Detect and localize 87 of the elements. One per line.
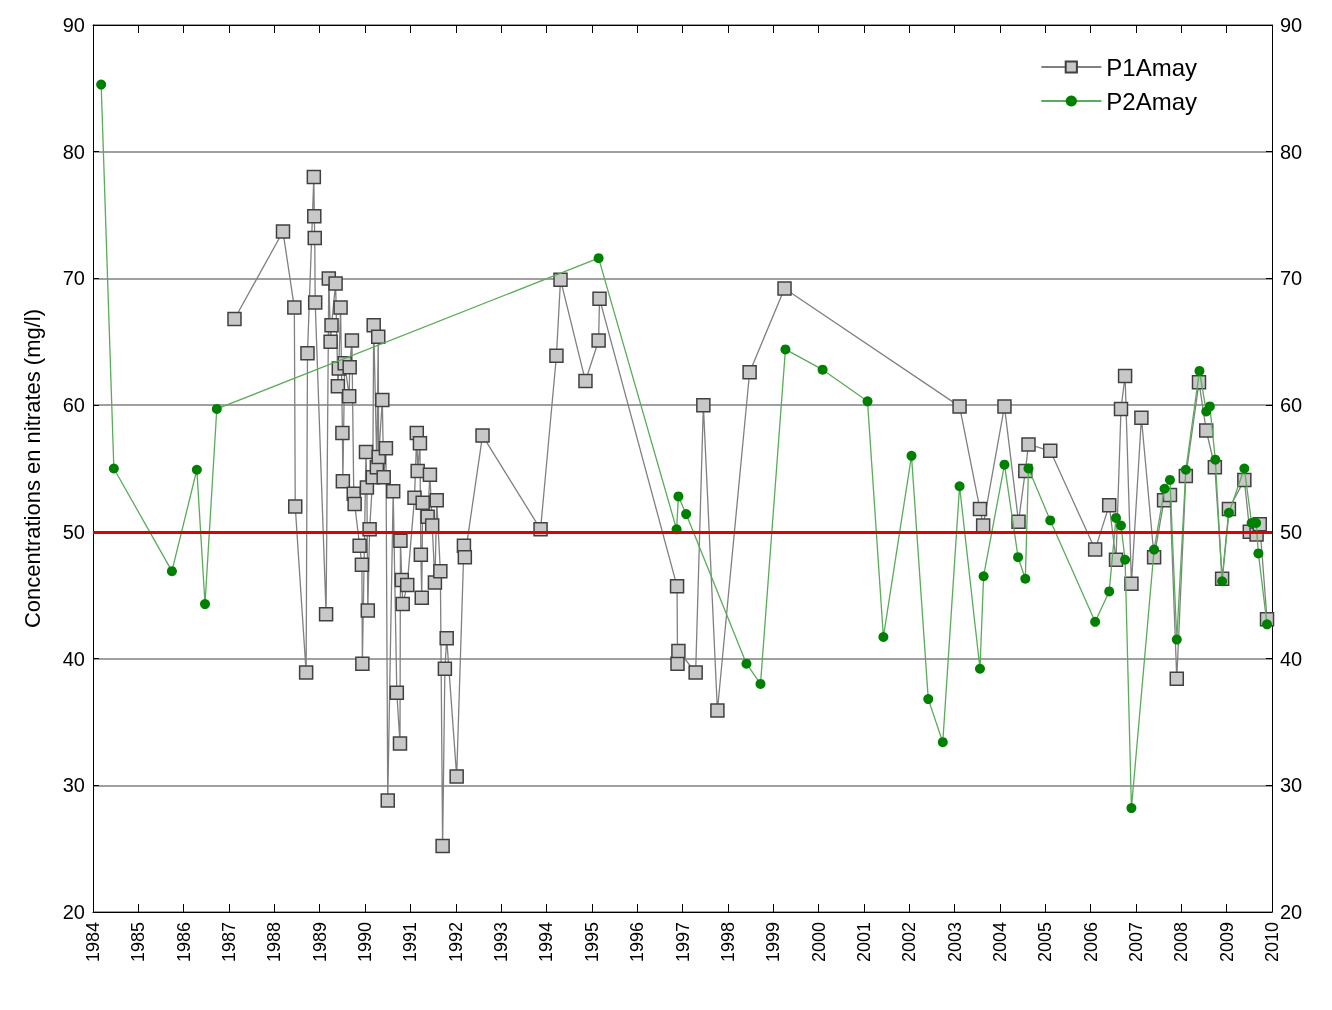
point [1210, 454, 1221, 465]
y2-tick-label: 80 [1280, 140, 1303, 163]
x-tick-label: 2002 [899, 922, 920, 963]
x-tick-label: 2009 [1216, 922, 1237, 963]
point [937, 737, 948, 748]
y2-tick-label: 20 [1280, 901, 1303, 923]
point [954, 481, 965, 492]
point [1090, 616, 1101, 627]
y2-tick-label: 30 [1280, 774, 1303, 797]
point [999, 459, 1010, 470]
y-tick-label: 30 [62, 774, 85, 797]
y-tick-label: 40 [62, 647, 85, 670]
point [1104, 586, 1115, 597]
x-tick-label: 2005 [1035, 922, 1056, 963]
x-tick-label: 1989 [309, 922, 330, 963]
point [1194, 365, 1205, 376]
point [780, 344, 791, 355]
y-tick-label: 80 [62, 140, 85, 163]
x-tick-label: 2001 [853, 922, 874, 963]
point [191, 464, 202, 475]
point [1253, 548, 1264, 559]
point [1159, 483, 1170, 494]
x-tick-label: 2007 [1125, 922, 1146, 963]
y-axis-title: Concentrations en nitrates (mg/l) [19, 308, 45, 629]
y-tick-label: 20 [62, 901, 85, 923]
point [1116, 520, 1126, 531]
point [974, 663, 985, 674]
point [1204, 401, 1215, 412]
point [1239, 463, 1250, 474]
y-tick-label: 50 [62, 520, 85, 543]
point [200, 599, 211, 610]
point [1180, 464, 1191, 475]
x-tick-label: 1999 [763, 922, 784, 963]
y2-tick-label: 70 [1280, 267, 1303, 290]
point [1120, 554, 1131, 565]
x-tick-label: 1988 [264, 922, 285, 963]
point [211, 403, 222, 414]
point [1126, 803, 1137, 814]
x-tick-label: 2006 [1080, 922, 1101, 963]
x-tick-label: 1990 [355, 922, 376, 963]
point [1020, 573, 1031, 584]
point [906, 450, 917, 461]
point [96, 79, 107, 90]
point [166, 566, 177, 577]
y-tick-label: 70 [62, 267, 85, 290]
point [593, 253, 604, 264]
y2-tick-label: 60 [1280, 394, 1303, 417]
legend-label: P1Amay [1106, 53, 1197, 81]
x-tick-label: 1992 [445, 922, 466, 963]
y2-tick-label: 90 [1280, 14, 1303, 36]
point [878, 632, 889, 643]
x-tick-label: 1984 [83, 922, 103, 963]
x-tick-label: 1985 [128, 922, 149, 963]
point [108, 463, 119, 474]
x-tick-label: 2008 [1171, 922, 1192, 963]
x-tick-label: 1987 [219, 922, 240, 963]
x-tick-label: 2010 [1262, 922, 1282, 963]
point [1045, 515, 1056, 526]
point [862, 396, 873, 407]
x-tick-label: 1986 [173, 922, 194, 963]
point [978, 571, 989, 582]
x-tick-label: 1995 [581, 922, 602, 963]
x-tick-label: 2000 [808, 922, 829, 963]
point [673, 491, 684, 502]
x-tick-label: 2003 [944, 922, 965, 963]
y2-tick-label: 50 [1280, 520, 1303, 543]
y2-tick-label: 40 [1280, 647, 1303, 670]
x-tick-label: 1993 [491, 922, 512, 963]
x-tick-label: 1991 [400, 922, 421, 963]
y-tick-label: 90 [62, 14, 85, 36]
point [923, 694, 934, 705]
x-tick-label: 1994 [536, 922, 557, 963]
point [1171, 634, 1182, 645]
point [1149, 544, 1160, 555]
point [1013, 552, 1024, 563]
point [755, 678, 766, 689]
x-tick-label: 2004 [989, 922, 1010, 963]
point [817, 364, 828, 375]
x-tick-label: 1997 [672, 922, 693, 963]
point [741, 658, 752, 669]
legend-label: P2Amay [1106, 87, 1197, 115]
y-tick-label: 60 [62, 394, 85, 417]
point [1111, 512, 1122, 523]
point [681, 509, 692, 520]
point [1164, 474, 1175, 485]
x-tick-label: 1996 [627, 922, 648, 963]
x-tick-label: 1998 [717, 922, 738, 963]
